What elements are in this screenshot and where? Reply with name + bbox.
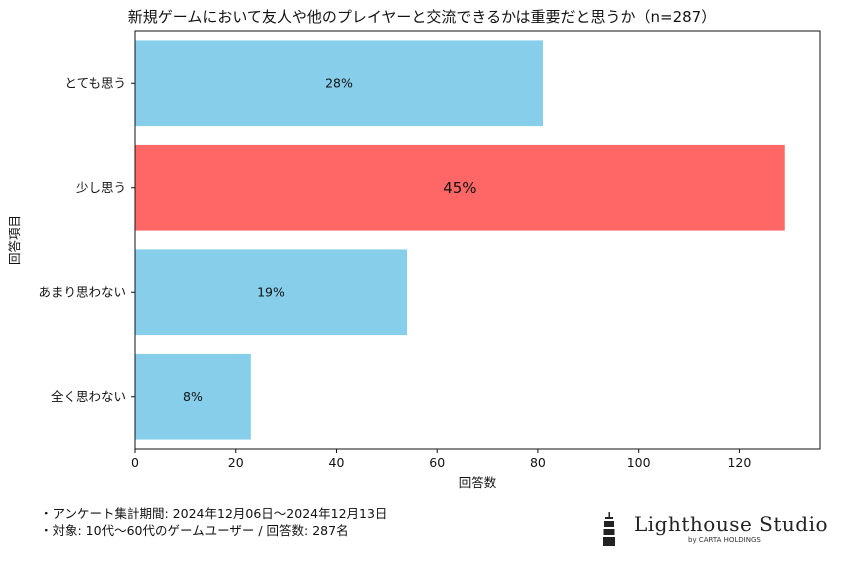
bar-chart: 28% とても思う 45% 少し思う 19% あまり思わない 8% 全く思わない 0 20 40 60… xyxy=(7,30,821,490)
y-tick-label-3: 全く思わない xyxy=(51,389,126,404)
bar-0 xyxy=(135,40,543,127)
y-tick-label-1: 少し思う xyxy=(76,180,126,195)
plot-frame xyxy=(134,30,821,450)
chart-title: 新規ゲームにおいて友人や他のプレイヤーと交流できるかは重要だと思うか（n=287… xyxy=(127,8,717,26)
logo-sub: by CARTA HOLDINGS xyxy=(688,536,761,544)
bar-1 xyxy=(135,144,785,231)
bar-percent-label-1: 45% xyxy=(443,179,476,197)
logo-name: Lighthouse Studio xyxy=(634,512,829,536)
y-tick-label-2: あまり思わない xyxy=(38,284,126,299)
y-tick-label-0: とても思う xyxy=(64,75,126,90)
x-tick-label-3: 60 xyxy=(429,455,445,470)
bar-percent-label-3: 8% xyxy=(183,389,203,404)
bar-percent-label-2: 19% xyxy=(257,284,285,299)
x-tick-label-6: 120 xyxy=(727,455,751,470)
bar-percent-label-0: 28% xyxy=(325,75,353,90)
bar-2 xyxy=(135,249,407,336)
x-axis-label: 回答数 xyxy=(459,475,497,490)
bar-3 xyxy=(135,353,251,440)
x-tick-label-1: 20 xyxy=(228,455,244,470)
x-tick-label-2: 40 xyxy=(329,455,345,470)
lighthouse-logo: Lighthouse Studio by CARTA HOLDINGS xyxy=(600,510,830,550)
x-tick-label-4: 80 xyxy=(530,455,546,470)
lighthouse-icon xyxy=(603,512,615,546)
x-tick-label-5: 100 xyxy=(627,455,651,470)
x-tick-label-0: 0 xyxy=(131,455,139,470)
note-period: ・アンケート集計期間: 2024年12月06日〜2024年12月13日 xyxy=(40,506,388,521)
note-target: ・対象: 10代〜60代のゲームユーザー / 回答数: 287名 xyxy=(40,523,349,538)
y-axis-label: 回答項目 xyxy=(7,215,22,265)
